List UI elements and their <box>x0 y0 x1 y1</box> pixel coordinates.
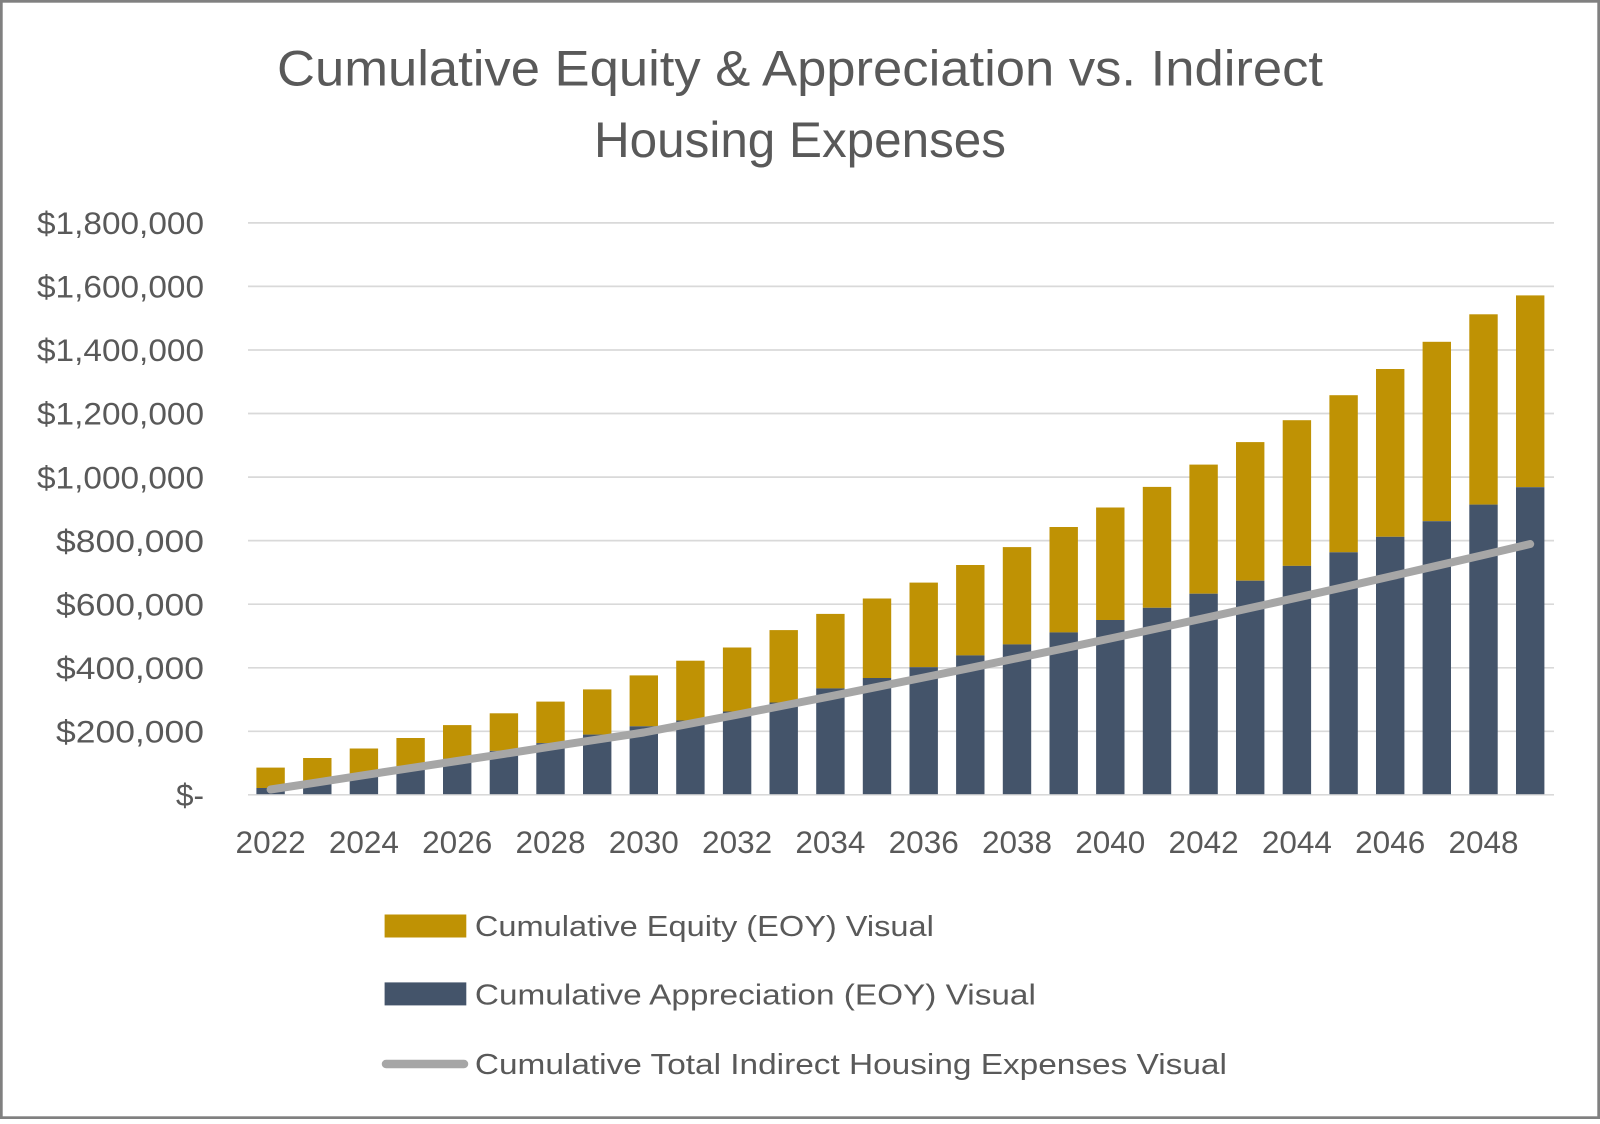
svg-text:Housing Expenses: Housing Expenses <box>594 112 1006 168</box>
svg-text:$1,800,000: $1,800,000 <box>37 205 204 241</box>
svg-text:2044: 2044 <box>1262 824 1332 860</box>
svg-text:$1,000,000: $1,000,000 <box>37 459 204 495</box>
svg-text:2036: 2036 <box>889 824 959 860</box>
svg-text:2048: 2048 <box>1448 824 1518 860</box>
svg-text:2026: 2026 <box>422 824 492 860</box>
svg-text:Cumulative Equity & Appreciati: Cumulative Equity & Appreciation vs. Ind… <box>277 41 1323 97</box>
svg-text:$1,400,000: $1,400,000 <box>37 332 204 368</box>
svg-text:2034: 2034 <box>795 824 865 860</box>
svg-text:2040: 2040 <box>1075 824 1145 860</box>
svg-text:$400,000: $400,000 <box>56 650 204 686</box>
svg-text:Cumulative Appreciation (EOY): Cumulative Appreciation (EOY) Visual <box>475 980 1036 1012</box>
svg-text:2022: 2022 <box>236 824 306 860</box>
svg-text:$800,000: $800,000 <box>56 523 204 559</box>
svg-text:$200,000: $200,000 <box>56 714 204 750</box>
svg-text:2042: 2042 <box>1169 824 1239 860</box>
svg-text:Cumulative Total Indirect Hous: Cumulative Total Indirect Housing Expens… <box>475 1049 1227 1081</box>
svg-text:2030: 2030 <box>609 824 679 860</box>
svg-text:$-: $- <box>176 777 204 813</box>
svg-text:2032: 2032 <box>702 824 772 860</box>
svg-text:2024: 2024 <box>329 824 399 860</box>
svg-text:2028: 2028 <box>515 824 585 860</box>
svg-text:2046: 2046 <box>1355 824 1425 860</box>
svg-text:$1,600,000: $1,600,000 <box>37 269 204 305</box>
svg-text:$600,000: $600,000 <box>56 586 204 622</box>
svg-text:2038: 2038 <box>982 824 1052 860</box>
svg-text:$1,200,000: $1,200,000 <box>37 396 204 432</box>
svg-text:Cumulative Equity (EOY) Visual: Cumulative Equity (EOY) Visual <box>475 911 934 943</box>
